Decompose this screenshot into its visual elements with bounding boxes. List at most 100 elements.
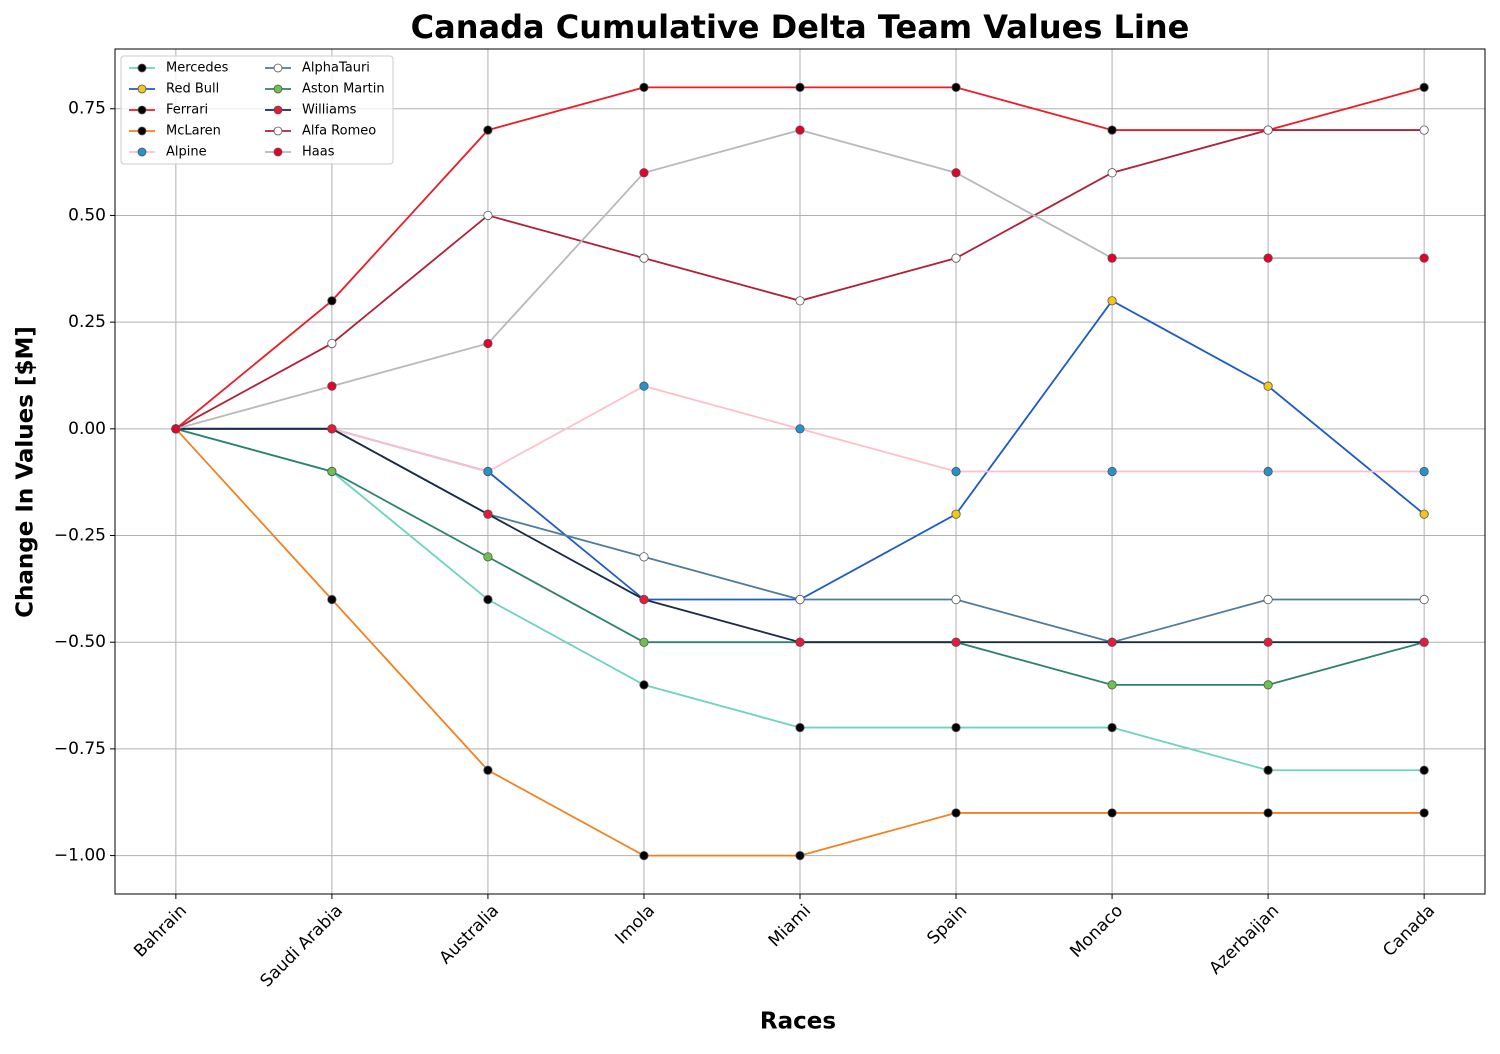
y-tick-label: 0.50 <box>68 205 106 225</box>
y-tick-label: −0.75 <box>54 739 106 759</box>
data-point <box>1107 168 1117 178</box>
data-point <box>483 338 493 349</box>
x-tick-label: Spain <box>923 901 971 949</box>
data-point <box>483 509 493 519</box>
legend-marker <box>273 63 283 73</box>
y-tick-label: 0.25 <box>68 312 106 332</box>
data-point <box>639 850 649 861</box>
data-point <box>951 509 961 519</box>
data-point <box>327 338 337 349</box>
data-point <box>795 850 805 861</box>
data-point <box>951 253 961 263</box>
data-point <box>951 637 961 647</box>
y-tick-label: −0.50 <box>54 632 106 652</box>
data-point <box>1263 680 1273 690</box>
data-point <box>1263 594 1273 605</box>
data-point <box>171 424 181 434</box>
legend-box <box>120 55 394 165</box>
data-point <box>951 808 961 818</box>
data-point <box>951 594 961 605</box>
legend-marker <box>137 126 147 136</box>
legend-marker <box>273 105 283 115</box>
legend-marker <box>137 147 147 157</box>
legend: Mercedes Red Bull Ferrari McLaren Alpine Alph… <box>120 55 394 165</box>
legend-marker <box>273 147 283 157</box>
data-point <box>327 424 337 434</box>
data-point <box>795 594 805 605</box>
legend-label: McLaren <box>166 124 221 139</box>
data-point <box>639 253 649 263</box>
legend-label: Alpine <box>166 145 207 160</box>
data-point <box>951 168 961 178</box>
data-point <box>639 381 649 391</box>
data-point <box>1419 82 1429 93</box>
data-point <box>1263 765 1273 775</box>
data-point <box>795 82 805 93</box>
data-point <box>483 466 493 477</box>
data-point <box>951 722 961 733</box>
plot <box>171 82 1429 861</box>
data-point <box>795 424 805 434</box>
data-point <box>1107 722 1117 733</box>
data-point <box>1107 808 1117 818</box>
data-point <box>1419 253 1429 263</box>
data-point <box>1419 765 1429 775</box>
data-point <box>483 125 493 135</box>
legend-marker <box>137 63 147 73</box>
data-point <box>1263 466 1273 477</box>
legend-label: Mercedes <box>166 61 229 76</box>
data-point <box>639 637 649 647</box>
y-tick-label: −1.00 <box>54 846 106 866</box>
data-point <box>639 680 649 690</box>
data-point <box>951 466 961 477</box>
data-point <box>1419 594 1429 605</box>
legend-label: Aston Martin <box>302 82 385 97</box>
data-point <box>795 637 805 647</box>
legend-marker <box>273 126 283 136</box>
data-point <box>1107 466 1117 477</box>
data-point <box>1419 637 1429 647</box>
data-point <box>327 594 337 605</box>
data-point <box>639 82 649 93</box>
legend-marker <box>137 105 147 115</box>
data-point <box>639 552 649 562</box>
data-point <box>483 594 493 605</box>
legend-label: Ferrari <box>166 103 208 118</box>
y-axis-label: Change In Values [$M] <box>13 326 39 618</box>
x-tick-label: Imola <box>612 901 659 948</box>
data-point <box>1263 808 1273 818</box>
x-axis-label: Races <box>760 1009 836 1035</box>
data-point <box>1263 253 1273 263</box>
data-point <box>1107 637 1117 647</box>
legend-label: AlphaTauri <box>302 61 370 76</box>
x-tick-label: Bahrain <box>130 901 191 962</box>
data-point <box>483 210 493 221</box>
y-tick-label: 0.75 <box>68 99 106 119</box>
x-tick-label: Australia <box>436 901 503 968</box>
legend-label: Red Bull <box>166 82 219 97</box>
legend-label: Alfa Romeo <box>302 124 376 139</box>
data-point <box>795 125 805 135</box>
x-tick-label: Miami <box>765 901 815 951</box>
data-point <box>1263 125 1273 135</box>
y-tick-label: 0.00 <box>68 419 106 439</box>
data-point <box>951 82 961 93</box>
data-point <box>1263 381 1273 391</box>
data-point <box>483 765 493 775</box>
x-tick-label: Saudi Arabia <box>257 901 347 991</box>
legend-label: Haas <box>302 145 335 160</box>
data-point <box>483 552 493 562</box>
legend-label: Williams <box>302 103 357 118</box>
data-point <box>1107 296 1117 306</box>
legend-marker <box>273 84 283 94</box>
data-point <box>1419 125 1429 135</box>
data-point <box>795 296 805 306</box>
chart-title: Canada Cumulative Delta Team Values Line <box>411 8 1190 46</box>
data-point <box>639 168 649 178</box>
legend-marker <box>137 84 147 94</box>
data-point <box>1263 637 1273 647</box>
data-point <box>795 722 805 733</box>
data-point <box>1107 680 1117 690</box>
data-point <box>1419 466 1429 477</box>
